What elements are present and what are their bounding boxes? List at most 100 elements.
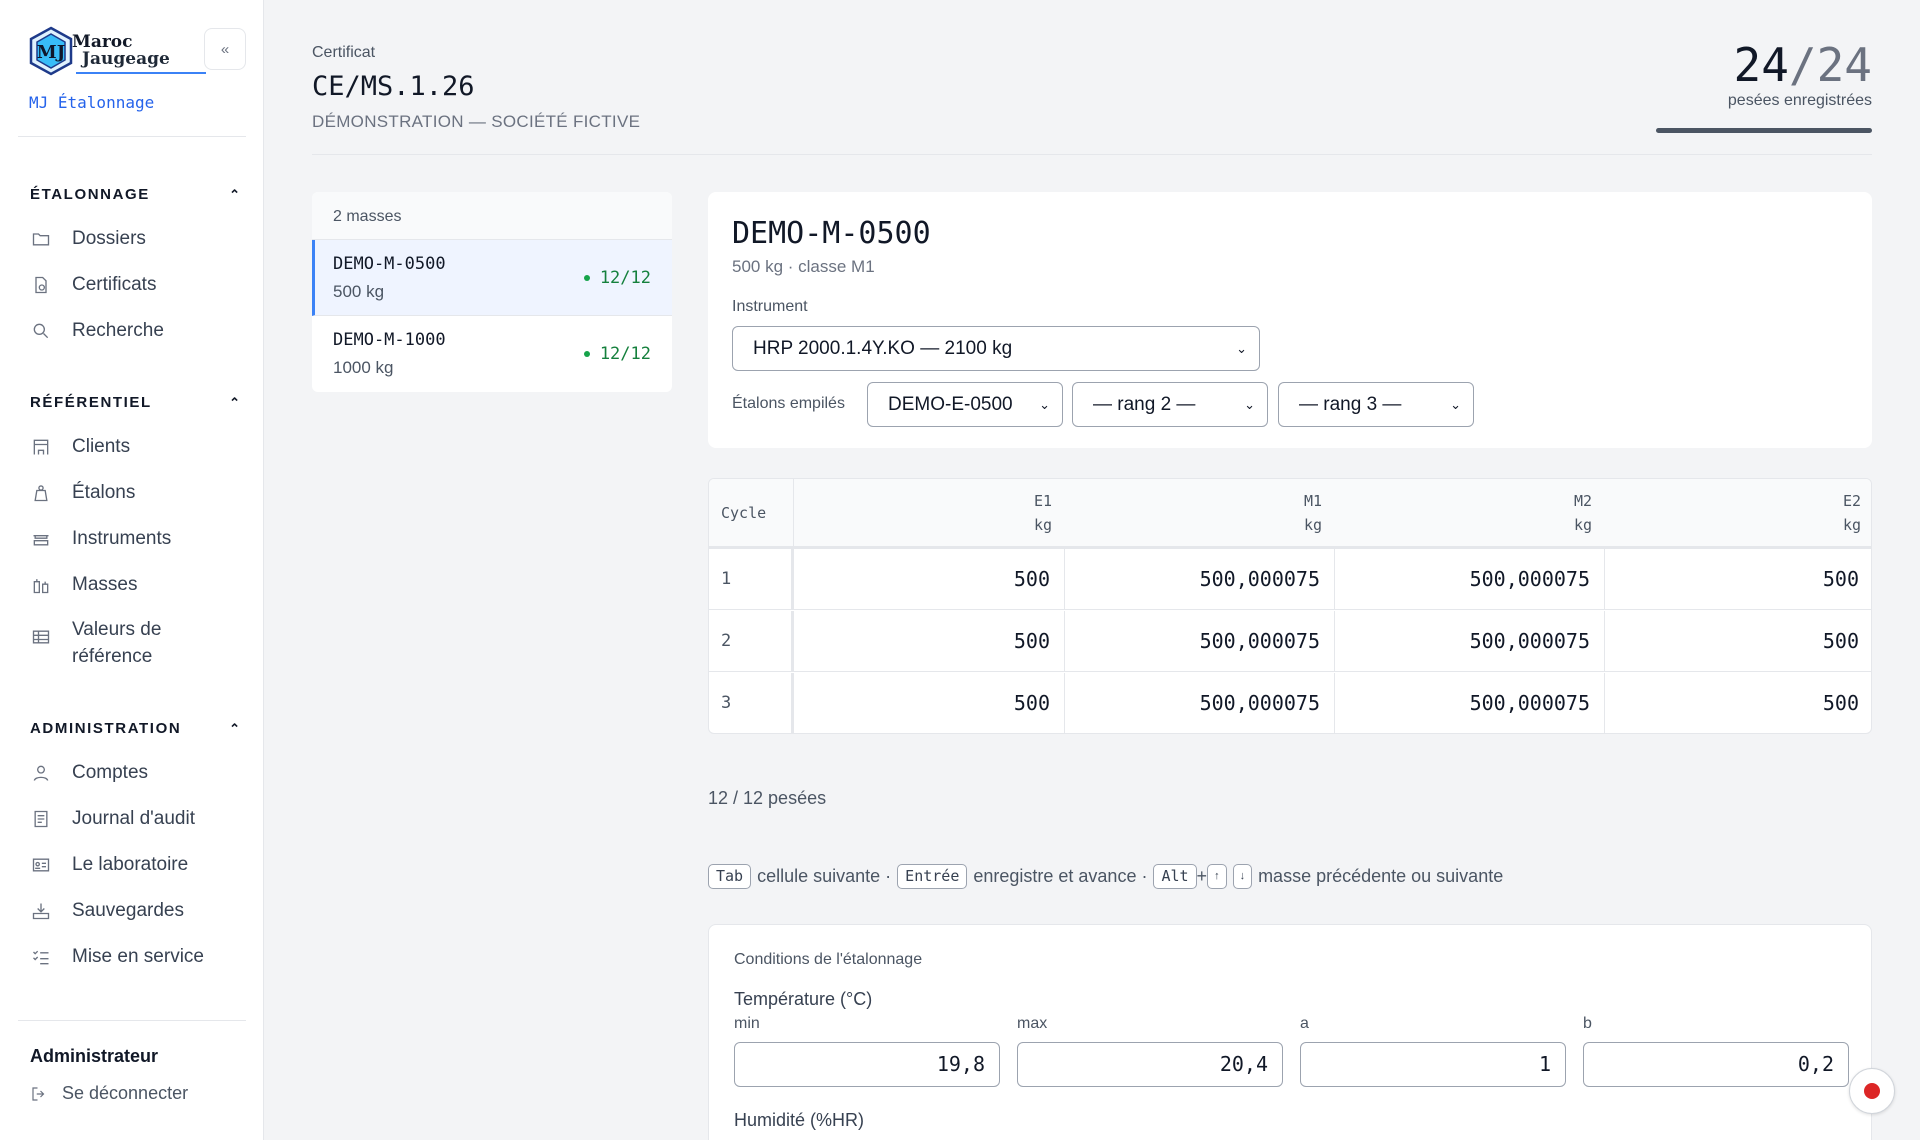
nav-item-mise-en-service[interactable]: Mise en service xyxy=(30,943,250,970)
weight-icon xyxy=(30,482,52,504)
instrument-select[interactable]: HRP 2000.1.4Y.KO — 2100 kg ⌄ xyxy=(732,326,1260,371)
pesees-count: 12 / 12 pesées xyxy=(708,788,827,808)
chevron-up-icon: ⌃ xyxy=(229,394,240,410)
logo-underline xyxy=(76,72,206,74)
logo-badge-icon: MJ xyxy=(29,26,73,76)
hint-text: cellule suivante · xyxy=(757,866,892,886)
logout-icon xyxy=(32,1086,45,1101)
chevron-down-icon: ⌄ xyxy=(1244,396,1255,412)
nav-item-sauvegardes[interactable]: Sauvegardes xyxy=(30,897,250,924)
value-cell[interactable]: 500 xyxy=(1013,629,1050,653)
mass-code: DEMO-M-0500 xyxy=(333,254,446,274)
nav-item-journal-audit[interactable]: Journal d'audit xyxy=(30,805,250,832)
nav-item-recherche[interactable]: Recherche xyxy=(30,317,250,344)
svg-text:MJ: MJ xyxy=(37,42,65,63)
temp-b-input[interactable]: 0,2 xyxy=(1583,1042,1849,1087)
value-cell[interactable]: 500,000075 xyxy=(1064,549,1334,610)
nav-item-valeurs-de-reference[interactable]: Valeurs de référence xyxy=(30,616,250,670)
value-cell[interactable]: 500,000075 xyxy=(1334,549,1604,610)
table-header-row: Cycle E1 kg M1 kg M2 kg E2 kg xyxy=(709,479,1871,549)
section-administration-header[interactable]: ADMINISTRATION ⌃ xyxy=(30,720,240,737)
value-cell[interactable]: 500,000075 xyxy=(1064,673,1334,733)
value-cell[interactable]: 500,000075 xyxy=(1334,611,1604,672)
value-cell[interactable]: 500 xyxy=(1013,691,1050,715)
stack-select-rank-3[interactable]: — rang 3 — ⌄ xyxy=(1278,382,1474,427)
app-name[interactable]: MJ Étalonnage xyxy=(29,93,155,112)
temp-min-input[interactable]: 19,8 xyxy=(734,1042,1000,1087)
temp-max-input[interactable]: 20,4 xyxy=(1017,1042,1283,1087)
temp-a-input[interactable]: 1 xyxy=(1300,1042,1566,1087)
value-cell[interactable]: 500 xyxy=(1604,549,1871,610)
current-user-name: Administrateur xyxy=(30,1046,159,1066)
conditions-card: Conditions de l'étalonnage Température (… xyxy=(708,924,1872,1140)
status-dot-icon xyxy=(583,351,590,357)
stack-label: Étalons empilés xyxy=(732,395,845,412)
value-cell[interactable]: 500 xyxy=(1604,611,1871,672)
kbd-arrow-down: ↓ xyxy=(1232,864,1253,889)
value-cell[interactable]: 500 xyxy=(1013,567,1050,591)
sidebar-divider xyxy=(18,136,246,137)
mass-detail-subtitle: 500 kg · classe M1 xyxy=(732,257,875,276)
nav-item-comptes[interactable]: Comptes xyxy=(30,759,250,786)
masses-icon xyxy=(30,574,52,596)
mass-item-demo-m-0500[interactable]: DEMO-M-0500 500 kg 12/12 xyxy=(312,240,672,316)
value-cell[interactable]: 500,000075 xyxy=(1334,673,1604,733)
stack-select-rank-2[interactable]: — rang 2 — ⌄ xyxy=(1072,382,1268,427)
kbd-tab: Tab xyxy=(708,864,752,889)
brand-logo[interactable]: MJ Maroc Jaugeage xyxy=(28,26,248,76)
id-card-icon xyxy=(30,854,52,876)
counter-separator: / xyxy=(1788,38,1817,92)
section-etalonnage-header[interactable]: ÉTALONNAGE ⌃ xyxy=(30,186,240,203)
nav-item-instruments[interactable]: Instruments xyxy=(30,525,250,552)
temp-min-label: min xyxy=(734,1015,760,1032)
mass-status: 12/12 xyxy=(583,268,651,288)
keyboard-hint: Tab cellule suivante · Entrée enregistre… xyxy=(708,864,1509,889)
mass-status: 12/12 xyxy=(583,344,651,364)
sidebar-divider xyxy=(18,1020,246,1021)
mass-list: 2 masses DEMO-M-0500 500 kg 12/12 DEMO-M… xyxy=(312,192,672,392)
temp-a-label: a xyxy=(1300,1015,1309,1032)
chevron-up-icon: ⌃ xyxy=(229,186,240,202)
collapse-sidebar-button[interactable]: « xyxy=(204,28,246,70)
section-referentiel-header[interactable]: RÉFÉRENTIEL ⌃ xyxy=(30,394,240,411)
checklist-icon xyxy=(30,946,52,968)
header-kicker: Certificat xyxy=(312,44,376,61)
kbd-arrow-up: ↑ xyxy=(1207,864,1227,889)
nav-item-etalons[interactable]: Étalons xyxy=(30,479,250,506)
header-divider xyxy=(312,154,1872,155)
instrument-label: Instrument xyxy=(732,298,808,315)
counter-total: 24 xyxy=(1816,38,1872,92)
cycle-cell: 3 xyxy=(709,673,794,733)
nav-item-clients[interactable]: Clients xyxy=(30,433,250,460)
scale-icon xyxy=(30,528,52,550)
nav-item-certificats[interactable]: Certificats xyxy=(30,271,250,298)
search-icon xyxy=(30,320,52,342)
nav-item-masses[interactable]: Masses xyxy=(30,571,250,598)
kbd-alt: Alt xyxy=(1153,864,1197,889)
record-button[interactable] xyxy=(1849,1068,1895,1114)
hint-text: masse précédente ou suivante xyxy=(1258,866,1504,886)
mass-weight: 1000 kg xyxy=(333,358,394,377)
stack-select-rank-1[interactable]: DEMO-E-0500 ⌄ xyxy=(867,382,1063,427)
nav-item-laboratoire[interactable]: Le laboratoire xyxy=(30,851,250,878)
nav-item-dossiers[interactable]: Dossiers xyxy=(30,225,250,252)
hint-text: enregistre et avance · xyxy=(973,866,1148,886)
chevron-down-icon: ⌄ xyxy=(1236,340,1247,356)
mass-count: 2 masses xyxy=(312,192,672,240)
temp-b-label: b xyxy=(1583,1015,1592,1032)
mass-item-demo-m-1000[interactable]: DEMO-M-1000 1000 kg 12/12 xyxy=(312,316,672,392)
header-e2: E2 kg xyxy=(1842,492,1861,534)
mass-detail-card: DEMO-M-0500 500 kg · classe M1 Instrumen… xyxy=(708,192,1872,448)
chevron-up-icon: ⌃ xyxy=(229,720,240,736)
value-cell[interactable]: 500 xyxy=(1604,673,1871,733)
temp-max-label: max xyxy=(1017,1015,1048,1032)
chevron-down-icon: ⌄ xyxy=(1039,396,1050,412)
certificate-icon xyxy=(30,274,52,296)
cycle-cell: 2 xyxy=(709,611,794,672)
value-cell[interactable]: 500,000075 xyxy=(1064,611,1334,672)
header-e1: E1 kg xyxy=(1033,492,1052,534)
table-icon xyxy=(30,626,52,648)
logo-wordmark: Maroc Jaugeage xyxy=(72,32,170,69)
logout-link[interactable]: Se déconnecter xyxy=(30,1083,188,1104)
mass-code: DEMO-M-1000 xyxy=(333,330,446,350)
